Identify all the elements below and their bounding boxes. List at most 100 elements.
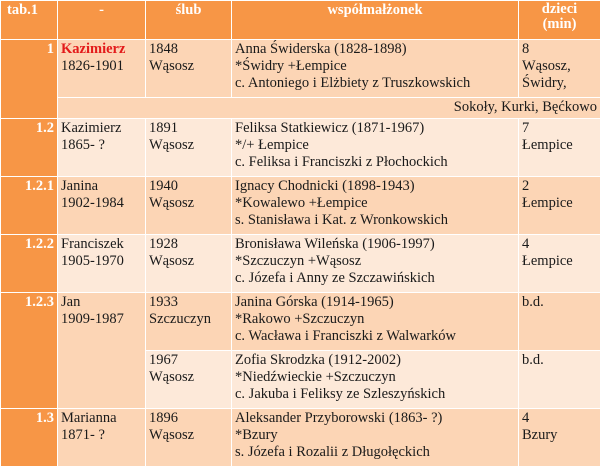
person-dates: 1905-1970 bbox=[61, 253, 124, 269]
person-cell: Jan 1909-1987 bbox=[57, 292, 146, 409]
marriage-cell: 1896 Wąsosz bbox=[145, 408, 232, 467]
table-header-row: tab.1 - ślub współmałżonek dzieci (min) bbox=[0, 0, 600, 40]
spouse-places: *Rakowo +Szczuczyn bbox=[235, 311, 365, 327]
marriage-place: Wąsosz bbox=[149, 369, 195, 385]
spouse-name: Bronisława Wileńska (1906-1997) bbox=[235, 236, 435, 252]
person-name: Janina bbox=[61, 178, 99, 194]
spouse-places: *Szczuczyn +Wąsosz bbox=[235, 253, 362, 269]
marriage-cell: 1891 Wąsosz bbox=[145, 118, 232, 177]
person-name: Jan bbox=[61, 294, 81, 310]
table-row: 1.2 Kazimierz 1865- ? 1891 Wąsosz Feliks… bbox=[0, 118, 600, 177]
spouse-cell: Anna Świderska (1828-1898) *Świdry +Łemp… bbox=[231, 39, 519, 98]
header-children-line2: (min) bbox=[542, 16, 577, 32]
table-row: 1.2.2 Franciszek 1905-1970 1928 Wąsosz B… bbox=[0, 234, 600, 293]
header-name: - bbox=[57, 0, 146, 40]
marriage-place: Wąsosz bbox=[149, 195, 195, 211]
person-cell: Kazimierz 1865- ? bbox=[57, 118, 146, 177]
table-row: 1.3 Marianna 1871- ? 1896 Wąsosz Aleksan… bbox=[0, 408, 600, 467]
spouse-parents: s. Józefa i Rozalii z Długołęckich bbox=[235, 444, 430, 460]
marriage-place: Wąsosz bbox=[149, 253, 195, 269]
marriage-year: 1848 bbox=[149, 41, 178, 57]
table-row: 1.2.3 Jan 1909-1987 1933 Szczuczyn Janin… bbox=[0, 292, 600, 409]
children-count: b.d. bbox=[522, 352, 544, 368]
header-spouse: współmałżonek bbox=[231, 0, 519, 40]
spouse-name: Feliksa Statkiewicz (1871-1967) bbox=[235, 120, 425, 136]
person-dates: 1871- ? bbox=[61, 427, 105, 443]
marriage-year: 1891 bbox=[149, 120, 178, 136]
marriage-cell: 1928 Wąsosz bbox=[145, 234, 232, 293]
row-id: 1.2 bbox=[0, 118, 58, 177]
spouse-name: Janina Górska (1914-1965) bbox=[235, 294, 394, 310]
children-places: Łempice bbox=[522, 195, 573, 211]
children-count: b.d. bbox=[522, 294, 544, 310]
person-dates: 1909-1987 bbox=[61, 311, 124, 327]
table-row: 1967 Wąsosz Zofia Skrodzka (1912-2002) *… bbox=[1, 350, 600, 409]
children-count: 2 bbox=[522, 178, 530, 194]
person-cell: Franciszek 1905-1970 bbox=[57, 234, 146, 293]
spouse-places: *Świdry +Łempice bbox=[235, 58, 347, 74]
children-cell: b.d. bbox=[518, 292, 600, 351]
person-name: Marianna bbox=[61, 410, 117, 426]
row-id: 1.2.3 bbox=[0, 292, 58, 409]
children-places: Łempice bbox=[522, 137, 573, 153]
children-cell: 4 Łempice bbox=[518, 234, 600, 293]
marriage-cell: 1848 Wąsosz bbox=[145, 39, 232, 98]
table-row-continuation: Sokoły, Kurki, Bęćkowo bbox=[1, 97, 600, 119]
children-cell: 8 Wąsosz, Świdry, bbox=[518, 39, 600, 98]
spouse-cell: Bronisława Wileńska (1906-1997) *Szczucz… bbox=[231, 234, 519, 293]
marriage-cell: 1940 Wąsosz bbox=[145, 176, 232, 235]
person-name: Kazimierz bbox=[61, 120, 122, 136]
spouse-places: *Bzury bbox=[235, 427, 278, 443]
children-places: Łempice bbox=[522, 253, 573, 269]
children-places-2: Świdry, bbox=[522, 75, 567, 91]
spouse-name: Aleksander Przyborowski (1863- ?) bbox=[235, 410, 443, 426]
children-count: 8 bbox=[522, 41, 530, 57]
person-cell: Kazimierz 1826-1901 bbox=[57, 39, 146, 98]
person-dates: 1865- ? bbox=[61, 137, 105, 153]
spouse-places: *Niedźwieckie +Szczuczyn bbox=[235, 369, 396, 385]
spouse-cell: Zofia Skrodzka (1912-2002) *Niedźwieckie… bbox=[231, 350, 519, 409]
marriage-cell: 1933 Szczuczyn bbox=[145, 292, 232, 351]
marriage-year: 1940 bbox=[149, 178, 178, 194]
row-id: 1.2.2 bbox=[0, 234, 58, 293]
marriage-place: Wąsosz bbox=[149, 58, 195, 74]
header-tab-id: tab.1 bbox=[0, 0, 58, 40]
header-slub: ślub bbox=[145, 0, 232, 40]
person-dates: 1826-1901 bbox=[61, 58, 124, 74]
spouse-parents: s. Stanisława i Kat. z Wronkowskich bbox=[235, 212, 448, 228]
header-children-line1: dzieci bbox=[541, 1, 578, 17]
children-count: 4 bbox=[522, 410, 530, 426]
spouse-places: *Kowalewo +Łempice bbox=[235, 195, 368, 211]
person-cell: Janina 1902-1984 bbox=[57, 176, 146, 235]
person-name: Franciszek bbox=[61, 236, 124, 252]
row-id: 1.2.1 bbox=[0, 176, 58, 235]
table-row: 1 Kazimierz 1826-1901 1848 Wąsosz Anna Ś… bbox=[0, 39, 600, 119]
spouse-cell: Ignacy Chodnicki (1898-1943) *Kowalewo +… bbox=[231, 176, 519, 235]
spouse-parents: c. Antoniego i Elżbiety z Truszkowskich bbox=[235, 75, 471, 91]
marriage-year: 1896 bbox=[149, 410, 178, 426]
spouse-parents: c. Feliksa i Franciszki z Płochockich bbox=[235, 154, 448, 170]
row-id: 1 bbox=[0, 39, 58, 119]
marriage-year: 1928 bbox=[149, 236, 178, 252]
children-cell: 4 Bzury bbox=[518, 408, 600, 467]
children-cell: 7 Łempice bbox=[518, 118, 600, 177]
spouse-name: Ignacy Chodnicki (1898-1943) bbox=[235, 178, 415, 194]
table-row: 1.2.1 Janina 1902-1984 1940 Wąsosz Ignac… bbox=[0, 176, 600, 235]
spouse-parents: c. Józefa i Anny ze Szczawińskich bbox=[235, 270, 435, 286]
marriage-place: Wąsosz bbox=[149, 427, 195, 443]
person-cell: Marianna 1871- ? bbox=[57, 408, 146, 467]
spouse-parents: c. Wacława i Franciszki z Walwarków bbox=[235, 328, 456, 344]
person-dates: 1902-1984 bbox=[61, 195, 124, 211]
spouse-cell: Feliksa Statkiewicz (1871-1967) */+ Łemp… bbox=[231, 118, 519, 177]
row-id: 1.3 bbox=[0, 408, 58, 467]
marriage-place: Szczuczyn bbox=[149, 311, 211, 327]
marriage-year: 1967 bbox=[149, 352, 178, 368]
spouse-parents: c. Jakuba i Feliksy ze Szleszyńskich bbox=[235, 386, 446, 402]
children-cell: 2 Łempice bbox=[518, 176, 600, 235]
children-count: 4 bbox=[522, 236, 530, 252]
children-places: Wąsosz, bbox=[522, 58, 571, 74]
children-places: Bzury bbox=[522, 427, 558, 443]
spouse-cell: Janina Górska (1914-1965) *Rakowo +Szczu… bbox=[231, 292, 519, 351]
children-count: 7 bbox=[522, 120, 530, 136]
